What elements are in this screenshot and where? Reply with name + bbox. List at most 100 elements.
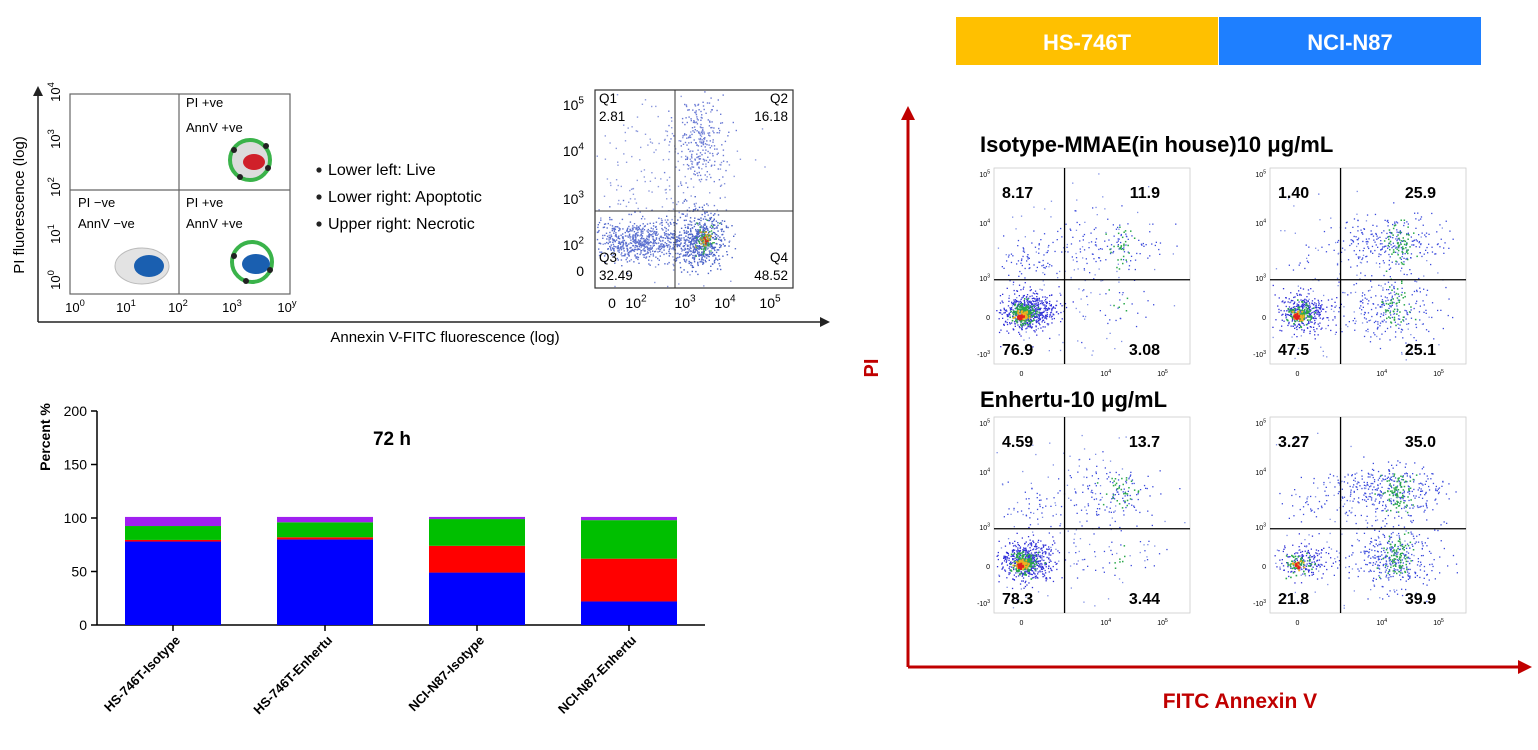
flow-plot: 105 104 103 0 -103 0 104 105 4.59 13.7 78.3 3.44 [977, 416, 1191, 627]
example-x-tick: 105 [759, 294, 781, 311]
schematic-y-tick: 101 [46, 224, 63, 244]
schematic-lower-right-line1: PI +ve [186, 195, 223, 210]
flow-quadrant-ur: 25.9 [1405, 185, 1436, 202]
flow-plot-events [996, 173, 1178, 356]
flow-y-tick: 105 [979, 170, 990, 179]
flow-quadrant-ul: 4.59 [1002, 434, 1033, 451]
apoptotic-cell-icon [230, 240, 274, 284]
bar-segment [429, 572, 525, 625]
example-y-tick: 0 [576, 263, 584, 279]
bar-segment [125, 526, 221, 540]
flow-plot: 105 104 103 0 -103 0 104 105 3.27 35.0 21.8 39.9 [1253, 416, 1467, 627]
bar-category-label: NCI-N87-Enhertu [555, 632, 639, 716]
schematic-plot-frame [69, 93, 291, 295]
live-cell-icon [114, 247, 170, 285]
bar-y-tick-label: 100 [64, 510, 88, 526]
example-quadrant-value: 32.49 [599, 268, 633, 283]
flow-quadrant-ul: 1.40 [1278, 185, 1309, 202]
flow-quadrant-ll: 21.8 [1278, 591, 1309, 608]
flow-plot: 105 104 103 0 -103 0 104 105 1.40 25.9 47.5 25.1 [1253, 167, 1467, 378]
bullet-dot-icon [316, 221, 322, 227]
schematic-bullet-text: Lower left: Live [328, 162, 436, 179]
schematic-x-tick: 101 [116, 298, 136, 315]
flow-x-tick: 105 [1433, 618, 1444, 627]
example-quadrant-name: Q3 [599, 250, 617, 265]
flow-x-tick: 0 [1019, 620, 1023, 627]
flow-quadrant-lr: 25.1 [1405, 342, 1436, 359]
schematic-bullet-text: Lower right: Apoptotic [328, 189, 482, 206]
stacked-bar-chart: Percent % 72 h 0 50 100 150 200 HS-746T-Isot… [37, 403, 705, 717]
bar-segment [125, 541, 221, 625]
flow-y-tick: 0 [1262, 564, 1266, 571]
bar-chart-title: 72 h [373, 429, 411, 450]
necrotic-cell-icon [228, 138, 272, 182]
bar-segment [581, 601, 677, 625]
example-quadrant-labels: Q1 2.81 Q2 16.18 Q3 32.49 Q4 48.52 [599, 91, 788, 283]
flow-plot-events [1274, 432, 1458, 609]
example-x-tick: 0 [608, 295, 616, 311]
flow-x-tick: 104 [1376, 369, 1387, 378]
flow-y-tick: 105 [979, 419, 990, 428]
schematic-upper-right-line1: PI +ve [186, 95, 223, 110]
flow-row-title: Enhertu-10 μg/mL [980, 387, 1167, 412]
cell-line-header-cell [1219, 17, 1481, 65]
schematic-lower-right-line2: AnnV +ve [186, 216, 243, 231]
flow-plot-grid: Isotype-MMAE(in house)10 μg/mL 105 104 103 0… [977, 132, 1467, 627]
schematic-bullet-text: Upper right: Necrotic [328, 216, 475, 233]
flow-y-tick: 103 [1255, 274, 1266, 283]
flow-quadrant-ll: 76.9 [1002, 342, 1033, 359]
bar-segment [125, 539, 221, 542]
flow-quadrant-ur: 11.9 [1130, 185, 1160, 202]
example-x-ticks: 0 102 103 104 105 [608, 294, 781, 311]
flow-y-tick: 0 [1262, 315, 1266, 322]
flow-quadrant-ll: 78.3 [1002, 591, 1033, 608]
flow-y-tick: 104 [979, 468, 990, 477]
bullet-dot-icon [316, 194, 322, 200]
bar-segment [277, 522, 373, 538]
bar-segment [125, 516, 221, 527]
flow-quadrant-ll: 47.5 [1278, 342, 1309, 359]
bar-segment [581, 558, 677, 602]
schematic-panel: PI fluorescence (log) Annexin V-FITC flu… [11, 82, 830, 346]
bar-y-tick-label: 200 [64, 403, 88, 419]
flow-plot-events [996, 434, 1186, 609]
schematic-x-tick: 102 [168, 298, 188, 315]
bar-category-label: HS-746T-Isotype [101, 633, 183, 715]
flow-plot-events [1272, 190, 1454, 361]
schematic-upper-right-line2: AnnV +ve [186, 120, 243, 135]
bar-segment [277, 516, 373, 523]
example-x-tick: 102 [625, 294, 647, 311]
flow-x-tick: 105 [1433, 369, 1444, 378]
flow-plot: 105 104 103 0 -103 0 104 105 8.17 11.9 76.9 3.08 [977, 167, 1191, 378]
schematic-x-tick: 103 [222, 298, 242, 315]
schematic-bullet-list: Lower left: Live Lower right: Apoptotic Up… [316, 162, 482, 233]
bar-segment [429, 519, 525, 546]
flow-quadrant-ul: 3.27 [1278, 434, 1309, 451]
cell-line-label: NCI-N87 [1307, 30, 1393, 55]
example-y-tick: 104 [563, 142, 585, 159]
flow-y-tick: -103 [977, 599, 990, 608]
bar-y-tick-label: 150 [64, 457, 88, 473]
flow-x-tick: 104 [1376, 618, 1387, 627]
schematic-x-tick: 100 [65, 298, 85, 315]
flow-y-tick: 105 [1255, 419, 1266, 428]
flow-panels: HS-746T NCI-N87 PI FITC Annexin V Isotype… [861, 17, 1532, 713]
flow-y-tick: 0 [986, 315, 990, 322]
bar-chart-bars [125, 516, 677, 625]
fitc-axis-label: FITC Annexin V [1163, 690, 1317, 713]
bar-segment [581, 516, 677, 521]
example-y-tick: 105 [563, 96, 585, 113]
flow-x-tick: 0 [1295, 371, 1299, 378]
flow-y-tick: -103 [1253, 599, 1266, 608]
flow-x-tick: 105 [1157, 618, 1168, 627]
flow-y-tick: -103 [1253, 350, 1266, 359]
schematic-y-ticks: 100 101 102 103 104 [46, 82, 63, 290]
flow-y-tick: 105 [1255, 170, 1266, 179]
flow-y-tick: 103 [1255, 523, 1266, 532]
schematic-y-tick: 104 [46, 82, 63, 102]
example-plot-events [596, 91, 766, 288]
example-quadrant-name: Q4 [770, 250, 789, 265]
flow-y-tick: 104 [1255, 468, 1266, 477]
bar-segment [429, 545, 525, 573]
